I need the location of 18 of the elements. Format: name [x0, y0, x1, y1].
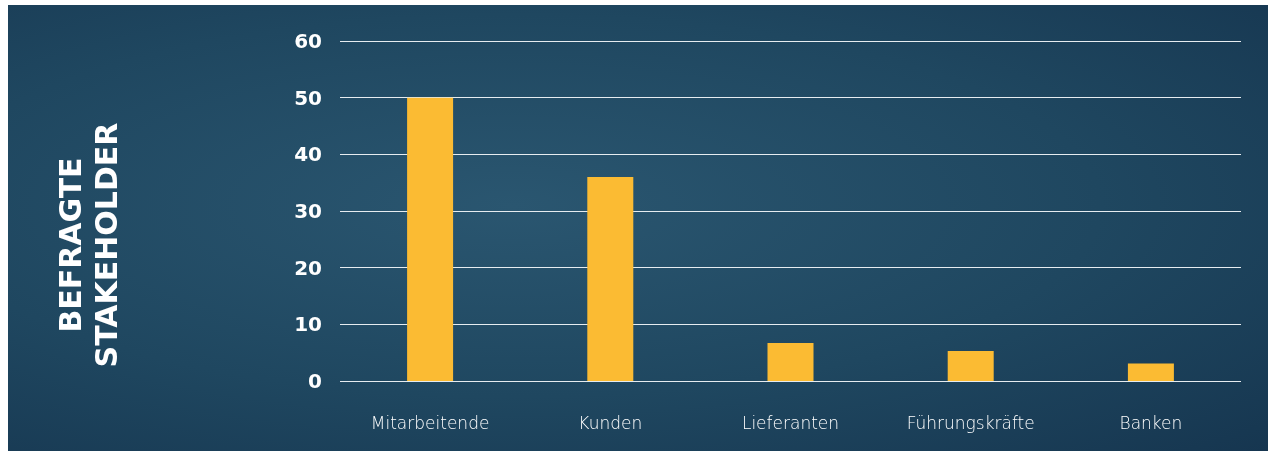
y-tick-label: 50	[294, 85, 322, 110]
x-tick-label: Führungskräfte	[906, 412, 1035, 433]
y-tick-label: 30	[294, 199, 322, 223]
x-tick-label: Mitarbeitende	[370, 412, 490, 433]
bar	[767, 343, 814, 381]
y-tick-label: 10	[294, 312, 322, 337]
x-tick-label: Kunden	[578, 412, 643, 433]
y-tick-label: 40	[294, 142, 322, 167]
y-tick-label: 0	[308, 369, 322, 393]
bar	[947, 350, 994, 381]
y-tick-label: 60	[294, 29, 322, 53]
bar	[407, 97, 454, 381]
bar	[587, 177, 634, 381]
text: BEFRAGTE STAKEHOLDER	[52, 122, 124, 368]
y-tick-label: 20	[294, 255, 322, 280]
x-tick-label: Lieferanten	[741, 412, 840, 433]
bar	[1127, 363, 1174, 381]
x-tick-label: Banken	[1119, 412, 1183, 433]
